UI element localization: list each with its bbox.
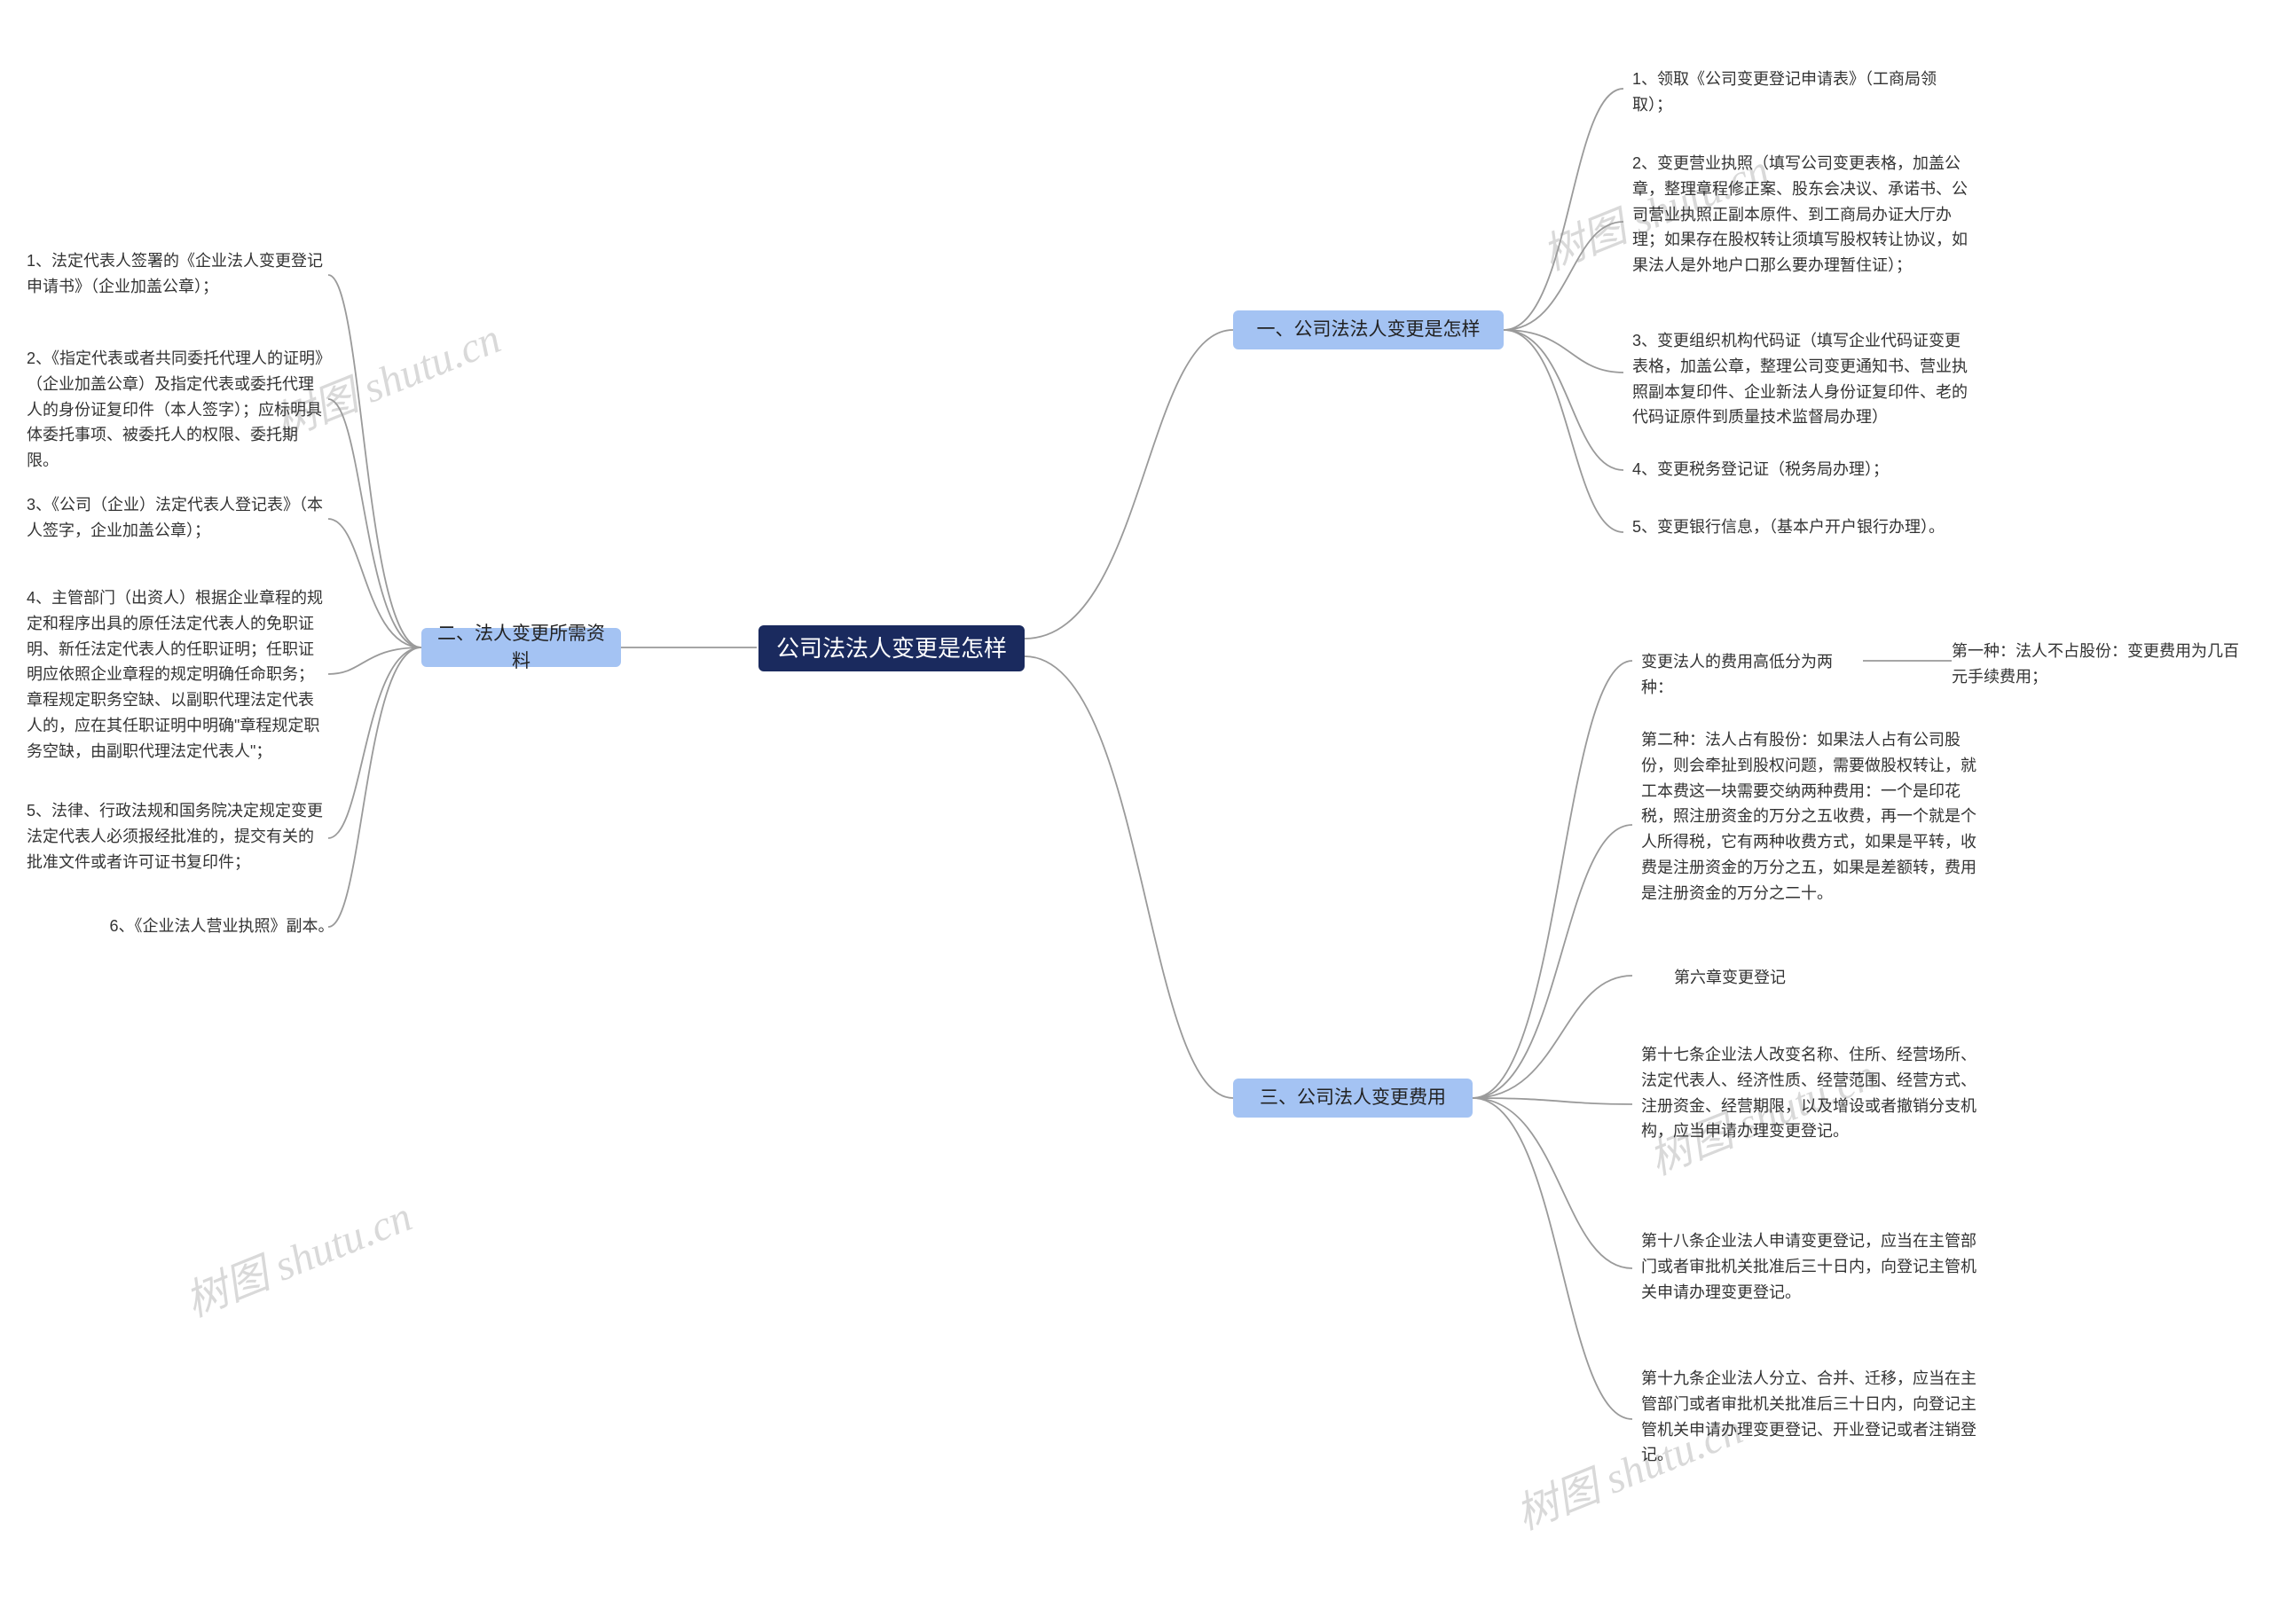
b3-type1: 第一种：法人不占股份：变更费用为几百元手续费用； bbox=[1952, 639, 2253, 690]
b3-art17: 第十七条企业法人改变名称、住所、经营场所、法定代表人、经济性质、经营范围、经营方… bbox=[1641, 1042, 1978, 1144]
root-node[interactable]: 公司法法人变更是怎样 bbox=[758, 625, 1025, 671]
branch-3[interactable]: 三、公司法人变更费用 bbox=[1233, 1079, 1473, 1118]
b2-leaf-1: 1、法定代表人签署的《企业法人变更登记申请书》（企业加盖公章）； bbox=[27, 248, 328, 300]
edge-b3-intro bbox=[1473, 661, 1632, 1098]
b3-art19: 第十九条企业法人分立、合并、迁移，应当在主管部门或者审批机关批准后三十日内，向登… bbox=[1641, 1366, 1978, 1468]
b3-intro: 变更法人的费用高低分为两种： bbox=[1641, 649, 1863, 701]
edge-b3-t2 bbox=[1473, 825, 1632, 1098]
edge-b2-3 bbox=[328, 519, 421, 647]
b1-leaf-1: 1、领取《公司变更登记申请表》（工商局领取）； bbox=[1632, 67, 1969, 118]
b2-leaf-2: 2、《指定代表或者共同委托代理人的证明》（企业加盖公章）及指定代表或委托代理人的… bbox=[27, 346, 328, 474]
edge-b2-2 bbox=[328, 399, 421, 647]
b2-leaf-3: 3、《公司（企业）法定代表人登记表》（本人签字，企业加盖公章）； bbox=[27, 492, 328, 544]
b1-leaf-3: 3、变更组织机构代码证（填写企业代码证变更表格，加盖公章，整理公司变更通知书、营… bbox=[1632, 328, 1969, 430]
edge-root-b3 bbox=[1025, 656, 1233, 1098]
edge-b3-a17 bbox=[1473, 1098, 1632, 1104]
edge-b2-4 bbox=[328, 647, 421, 674]
edge-b1-3 bbox=[1504, 330, 1623, 373]
watermark: 树图 shutu.cn bbox=[175, 1181, 420, 1329]
branch-1[interactable]: 一、公司法法人变更是怎样 bbox=[1233, 310, 1504, 349]
edge-b1-5 bbox=[1504, 330, 1623, 532]
b2-leaf-6: 6、《企业法人营业执照》副本。 bbox=[106, 914, 337, 939]
b3-type2: 第二种：法人占有股份：如果法人占有公司股份，则会牵扯到股权问题，需要做股权转让，… bbox=[1641, 727, 1978, 906]
edge-b3-ch bbox=[1473, 976, 1632, 1098]
b2-leaf-5: 5、法律、行政法规和国务院决定规定变更法定代表人必须报经批准的，提交有关的批准文… bbox=[27, 798, 328, 875]
edge-b3-a18 bbox=[1473, 1098, 1632, 1268]
edge-b1-4 bbox=[1504, 330, 1623, 470]
b1-leaf-2: 2、变更营业执照（填写公司变更表格，加盖公章，整理章程修正案、股东会决议、承诺书… bbox=[1632, 151, 1969, 279]
edge-b3-a19 bbox=[1473, 1098, 1632, 1419]
edge-b1-1 bbox=[1504, 89, 1623, 330]
b3-art18: 第十八条企业法人申请变更登记，应当在主管部门或者审批机关批准后三十日内，向登记主… bbox=[1641, 1228, 1978, 1305]
edge-b2-5 bbox=[328, 647, 421, 838]
edge-b2-1 bbox=[328, 275, 421, 647]
edge-b2-6 bbox=[328, 647, 421, 927]
b3-chapter: 第六章变更登记 bbox=[1641, 965, 1819, 991]
b1-leaf-4: 4、变更税务登记证（税务局办理）； bbox=[1632, 457, 1889, 482]
b2-leaf-4: 4、主管部门（出资人）根据企业章程的规定和程序出具的原任法定代表人的免职证明、新… bbox=[27, 585, 328, 765]
b1-leaf-5: 5、变更银行信息，（基本户开户银行办理）。 bbox=[1632, 514, 1945, 540]
edge-b1-2 bbox=[1504, 222, 1623, 330]
branch-2[interactable]: 二、法人变更所需资料 bbox=[421, 628, 621, 667]
edge-root-b1 bbox=[1025, 330, 1233, 639]
mindmap-canvas: 树图 shutu.cn 树图 shutu.cn 树图 shutu.cn 树图 s… bbox=[0, 0, 2271, 1624]
